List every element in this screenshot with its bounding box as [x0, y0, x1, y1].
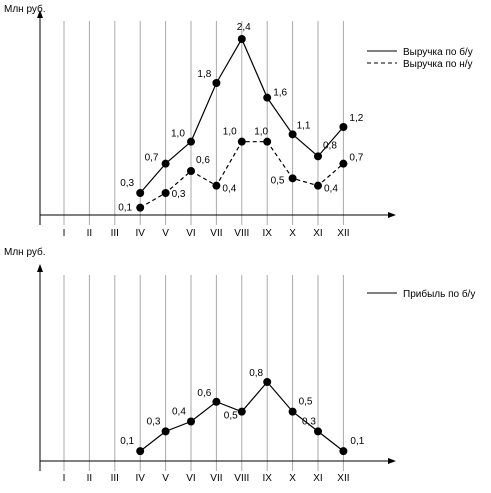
data-label: 0,3	[172, 189, 186, 200]
data-label: 1,0	[171, 129, 185, 140]
y-axis-label: Млн руб.	[4, 246, 46, 258]
x-tick-label: XI	[313, 228, 322, 239]
data-label: 0,1	[118, 203, 132, 214]
data-point	[339, 447, 348, 456]
data-label: 1,0	[254, 127, 268, 138]
x-tick-label: XII	[337, 228, 349, 239]
data-label: 0,8	[249, 368, 263, 379]
x-tick-label: V	[162, 228, 169, 239]
legend-label: Выручка по б/у	[403, 46, 473, 58]
data-point	[212, 181, 221, 190]
data-label: 0,5	[224, 411, 238, 422]
x-tick-label: VII	[210, 473, 222, 484]
data-label: 0,1	[350, 436, 364, 447]
x-axis-arrow	[388, 458, 396, 464]
data-label: 0,6	[196, 155, 210, 166]
data-label: 0,4	[324, 184, 338, 195]
data-label: 1,8	[197, 69, 211, 80]
x-tick-label: II	[87, 228, 93, 239]
data-label: 1,2	[349, 113, 363, 124]
profit-chart: Млн руб.I II III IV V VI VII VIII IX X XI XIIПрибыл…	[4, 246, 475, 484]
x-tick-label: VI	[186, 228, 195, 239]
data-point	[212, 79, 221, 87]
data-point	[314, 181, 322, 190]
data-point	[237, 137, 246, 146]
data-point	[187, 137, 195, 146]
data-point	[339, 123, 348, 131]
data-point	[212, 397, 221, 406]
data-point	[136, 189, 145, 197]
x-tick-label: I	[63, 228, 66, 239]
data-label: 0,8	[323, 140, 337, 151]
x-tick-label: VIII	[234, 473, 249, 484]
x-tick-label: XII	[337, 473, 349, 484]
data-label: 1,0	[223, 127, 237, 138]
data-point	[187, 417, 195, 426]
legend-label: Прибыль по б/у	[403, 288, 475, 300]
x-tick-label: II	[87, 473, 93, 484]
x-tick-label: VII	[210, 228, 222, 239]
data-label: 0,7	[145, 153, 159, 164]
data-label: 0,3	[147, 416, 161, 427]
x-tick-label: XI	[313, 473, 322, 484]
data-point	[288, 407, 297, 416]
data-point	[161, 427, 170, 436]
data-point	[288, 174, 297, 183]
data-label: 0,4	[222, 184, 236, 195]
data-point	[263, 93, 272, 102]
x-tick-label: IV	[135, 473, 145, 484]
legend-label: Выручка по н/у	[403, 59, 473, 70]
data-label: 0,3	[302, 416, 316, 427]
y-axis-arrow	[37, 264, 43, 272]
x-tick-label: X	[289, 473, 296, 484]
data-label: 0,1	[120, 436, 134, 447]
data-label: 0,4	[172, 407, 186, 418]
x-tick-label: VI	[186, 473, 195, 484]
data-label: 1,1	[297, 120, 311, 131]
x-tick-label: IX	[262, 228, 272, 239]
x-tick-label: III	[111, 473, 119, 484]
data-point	[288, 130, 297, 139]
data-point	[339, 159, 348, 168]
data-point	[314, 427, 322, 436]
x-tick-label: X	[289, 228, 296, 239]
data-point	[161, 159, 170, 168]
data-label: 0,5	[271, 175, 285, 186]
data-point	[187, 167, 195, 175]
data-point	[136, 203, 145, 212]
data-label: 0,7	[349, 153, 363, 164]
data-point	[161, 189, 170, 197]
y-axis-label: Млн руб.	[4, 3, 46, 15]
data-point	[263, 137, 272, 146]
data-label: 2,4	[237, 22, 251, 33]
x-tick-label: IV	[135, 228, 145, 239]
data-label: 0,6	[197, 388, 211, 399]
x-tick-label: I	[63, 473, 66, 484]
x-tick-label: III	[111, 228, 119, 239]
data-point	[237, 35, 246, 43]
data-point	[314, 152, 322, 161]
data-point	[136, 447, 145, 456]
data-point	[237, 407, 246, 416]
x-tick-label: V	[162, 473, 169, 484]
data-label: 0,5	[299, 397, 313, 408]
data-point	[263, 378, 272, 386]
x-tick-label: IX	[262, 473, 272, 484]
data-label: 0,3	[120, 178, 134, 189]
data-label: 1,6	[273, 88, 287, 99]
y-axis-arrow	[37, 10, 43, 18]
x-tick-label: VIII	[234, 228, 249, 239]
revenue-chart: Млн руб.I II III IV V VI VII VIII IX X XI XIIВыручк…	[4, 3, 473, 239]
x-axis-arrow	[388, 212, 396, 218]
